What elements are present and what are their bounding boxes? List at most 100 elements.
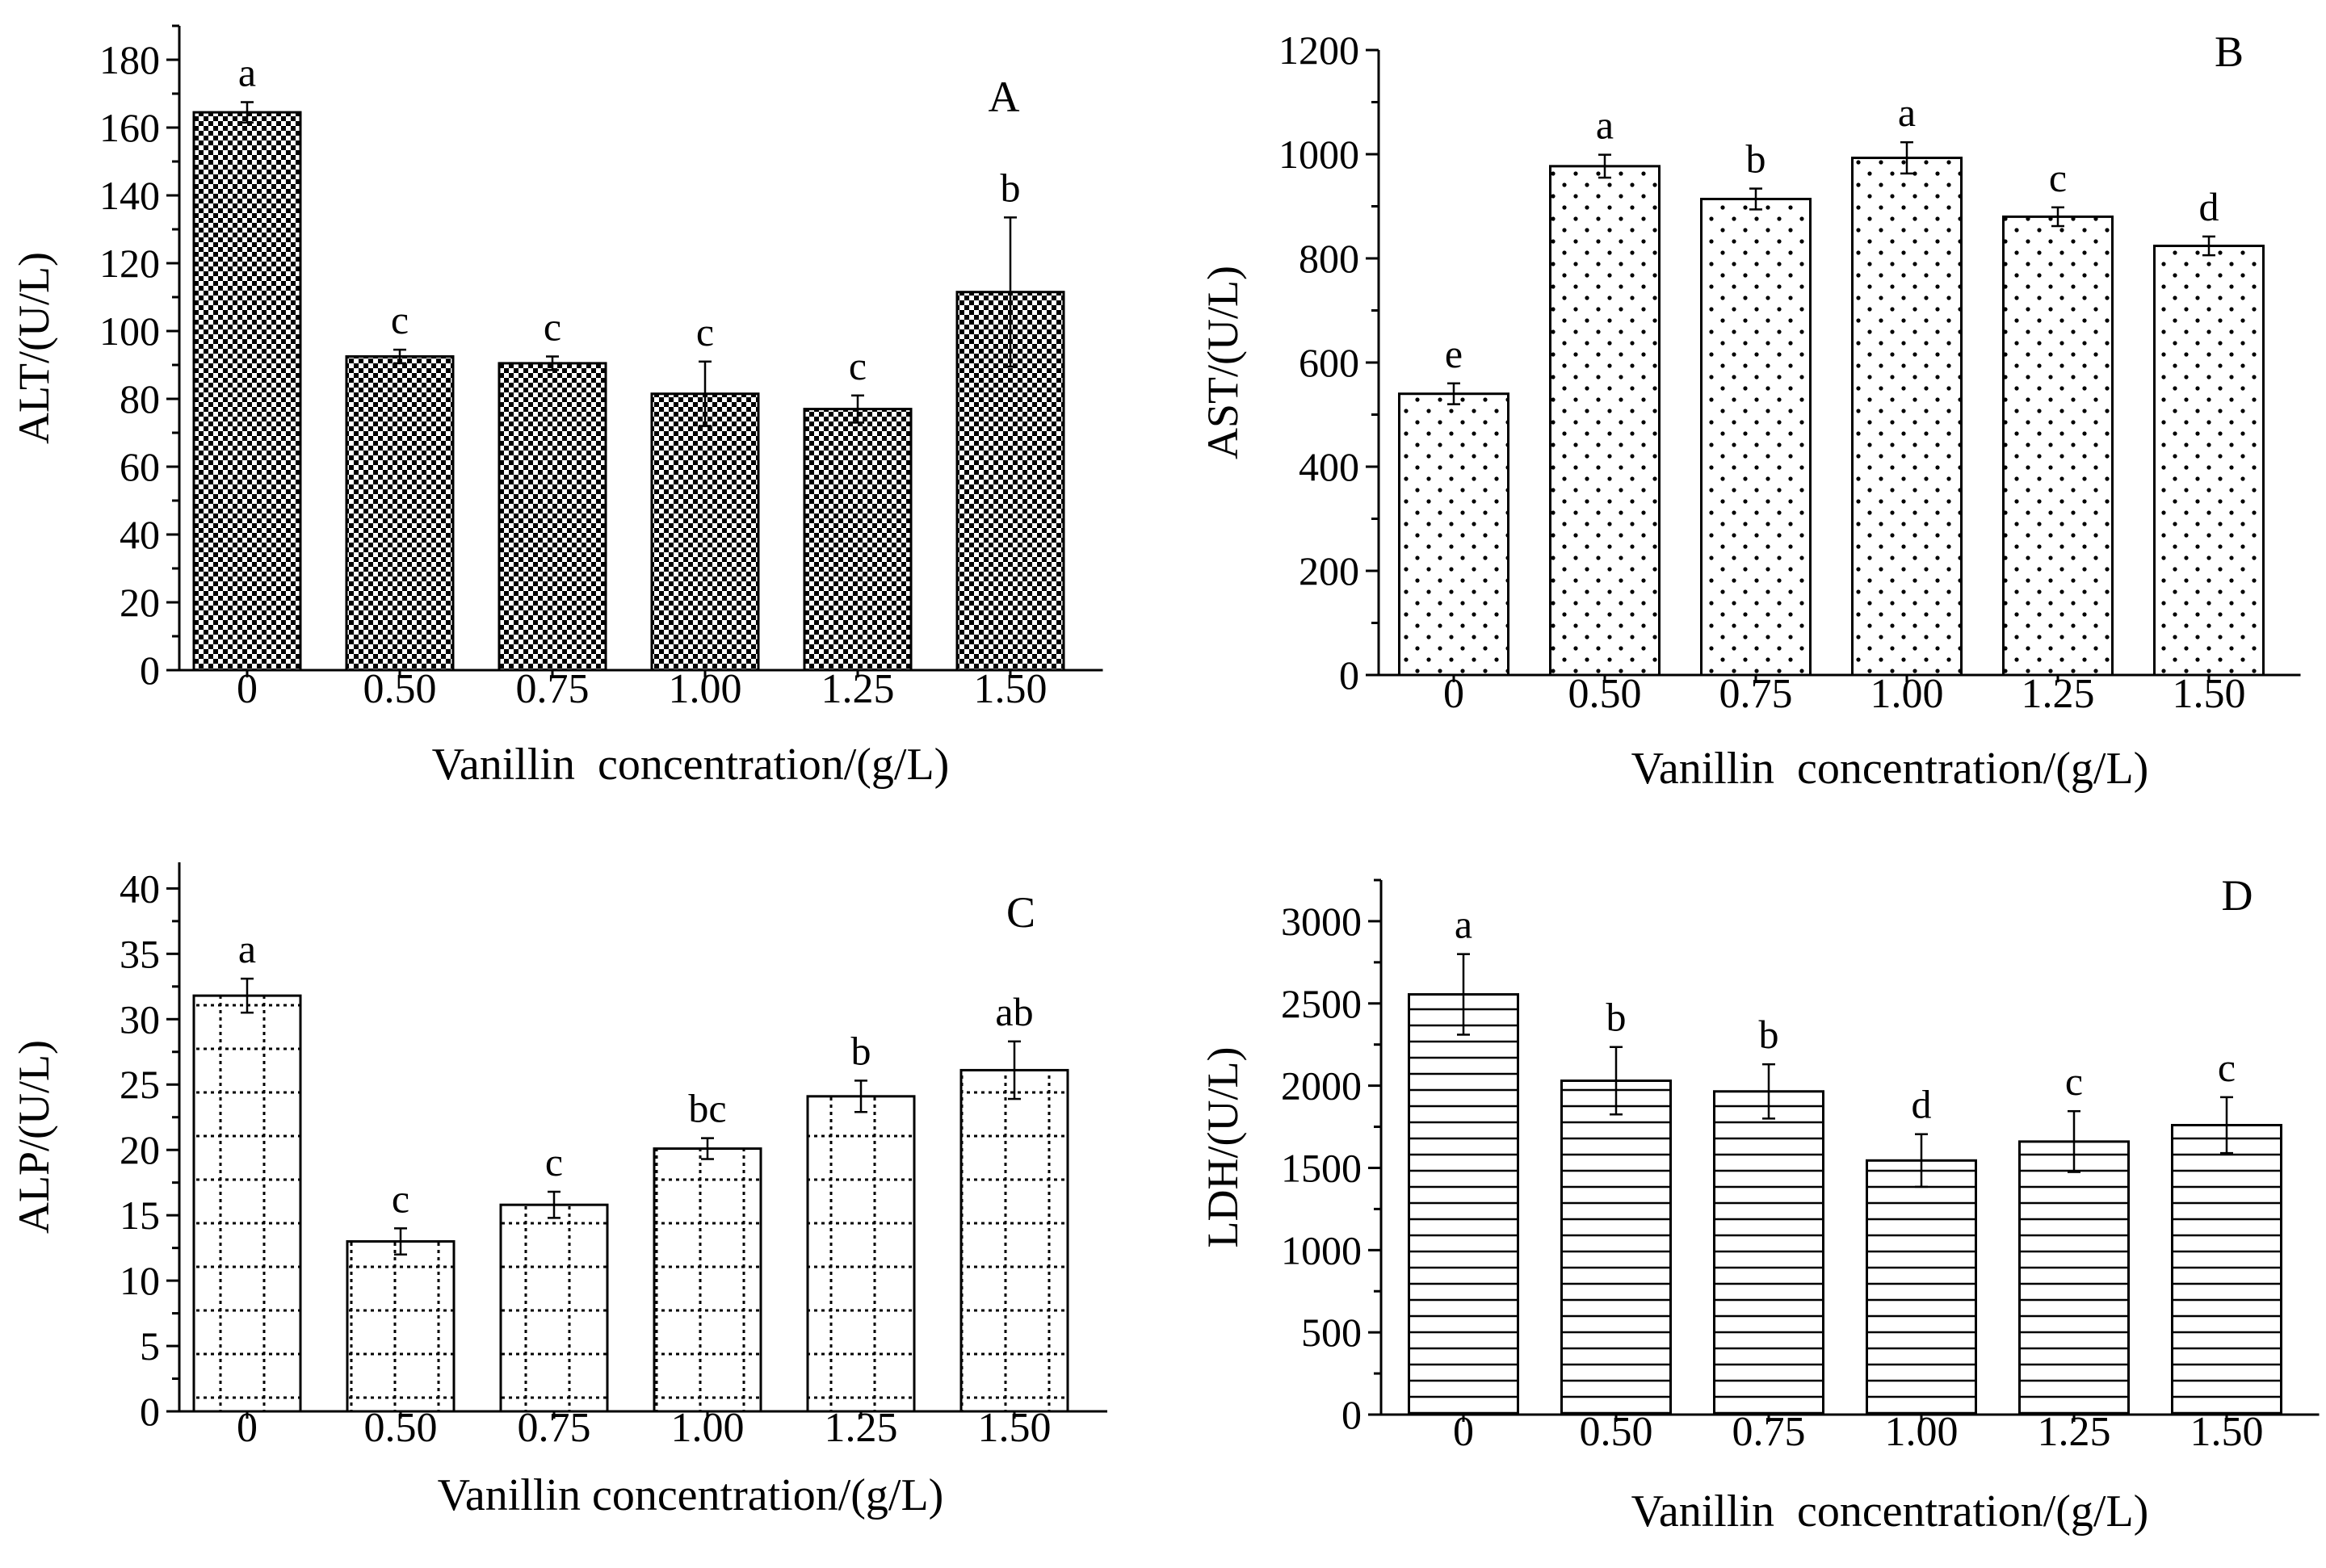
- y-tick-label: 80: [120, 376, 160, 421]
- bar: [1560, 1080, 1672, 1416]
- bar: [1700, 197, 1812, 677]
- x-tick-label: 0: [1443, 671, 1464, 717]
- y-tick-label: 30: [120, 996, 160, 1042]
- significance-letter: c: [544, 304, 561, 350]
- x-tick-label: 0: [237, 1405, 258, 1451]
- x-tick-label: 1.25: [2038, 1409, 2111, 1455]
- x-tick-label: 0.75: [518, 1405, 591, 1451]
- bar: [345, 355, 455, 672]
- y-axis-title: ALT/(U/L): [10, 252, 58, 444]
- bar: [192, 994, 302, 1413]
- x-tick-label: 1.25: [2022, 671, 2095, 717]
- y-tick-label: 1000: [1281, 1227, 1362, 1272]
- bar: [653, 1147, 762, 1413]
- bar: [1549, 165, 1661, 677]
- x-tick-label: 1.50: [974, 666, 1048, 712]
- y-tick-label: 800: [1299, 236, 1359, 281]
- significance-letter: c: [545, 1139, 563, 1184]
- significance-letter: b: [1001, 165, 1021, 210]
- y-tick-label: 200: [1299, 548, 1359, 593]
- significance-letter: c: [2049, 155, 2067, 200]
- significance-letter: a: [1455, 902, 1472, 947]
- y-tick-label: 1000: [1278, 132, 1359, 177]
- y-tick-label: 100: [99, 308, 160, 354]
- significance-letter: c: [392, 1176, 409, 1221]
- x-tick-label: 0: [237, 666, 258, 712]
- y-tick-label: 40: [120, 866, 160, 911]
- significance-letter: c: [696, 309, 714, 354]
- x-tick-label: 1.50: [2173, 671, 2246, 717]
- x-tick-label: 0.75: [1732, 1409, 1806, 1455]
- y-tick-label: 600: [1299, 340, 1359, 385]
- bar: [499, 1203, 609, 1413]
- y-tick-label: 25: [120, 1062, 160, 1107]
- panel-a: 0 20 40 60 80 100 120 140 160 180 0 0.50 0.75 1.00 1.2…: [10, 24, 1103, 790]
- x-tick-label: 0.50: [1580, 1409, 1653, 1455]
- x-tick-label: 1.50: [2190, 1409, 2264, 1455]
- y-tick-label: 5: [140, 1323, 160, 1369]
- x-axis-title: Vanillin concentration/(g/L): [432, 740, 950, 790]
- y-tick-label: 35: [120, 931, 160, 976]
- panel-label: B: [2215, 27, 2244, 76]
- y-tick-label: 20: [120, 1127, 160, 1172]
- y-tick-label: 400: [1299, 444, 1359, 489]
- y-tick-label: 160: [99, 105, 160, 150]
- significance-letter: b: [1606, 995, 1627, 1040]
- x-tick-label: 1.00: [671, 1405, 745, 1451]
- significance-letter: d: [2199, 184, 2219, 229]
- significance-letter: a: [1596, 103, 1614, 148]
- x-tick-label: 1.00: [1870, 671, 1944, 717]
- significance-letter: b: [1759, 1012, 1779, 1057]
- y-tick-label: 500: [1301, 1310, 1362, 1355]
- y-tick-label: 0: [140, 1389, 160, 1434]
- y-tick-label: 10: [120, 1258, 160, 1303]
- y-tick-label: 0: [1341, 1392, 1362, 1437]
- significance-letter: c: [849, 343, 867, 388]
- y-tick-label: 40: [120, 512, 160, 557]
- x-tick-label: 0.75: [1719, 671, 1793, 717]
- x-tick-label: 1.00: [1885, 1409, 1959, 1455]
- bar: [1408, 993, 1519, 1416]
- bar: [2171, 1124, 2282, 1416]
- y-tick-label: 180: [99, 37, 160, 82]
- y-tick-label: 0: [1339, 652, 1359, 698]
- panel-b: 0 200 400 600 800 1000 1200 0 0.50 0.75 1.00 1.25 1.…: [1199, 27, 2301, 794]
- x-tick-label: 0.75: [516, 666, 590, 712]
- bar: [959, 1068, 1069, 1413]
- y-tick-label: 1500: [1281, 1145, 1362, 1190]
- y-tick-label: 3000: [1281, 899, 1362, 944]
- y-tick-label: 0: [140, 648, 160, 693]
- y-axis-title: LDH/(U/L): [1199, 1047, 1247, 1248]
- significance-letter: b: [1746, 136, 1766, 182]
- x-tick-label: 0: [1453, 1409, 1474, 1455]
- x-axis-title: Vanillin concentration/(g/L): [1631, 1486, 2149, 1537]
- significance-letter: a: [238, 926, 256, 971]
- panel-label: C: [1006, 888, 1035, 937]
- y-tick-label: 15: [120, 1193, 160, 1238]
- x-axis-title: Vanillin concentration/(g/L): [1631, 744, 2149, 794]
- bar: [2002, 215, 2114, 677]
- bar: [1398, 392, 1509, 677]
- bar: [346, 1240, 456, 1413]
- bar: [1866, 1159, 1977, 1416]
- y-tick-label: 140: [99, 173, 160, 218]
- y-tick-label: 2500: [1281, 981, 1362, 1026]
- y-tick-label: 60: [120, 444, 160, 489]
- x-tick-label: 0.50: [1568, 671, 1642, 717]
- panel-label: D: [2222, 871, 2253, 920]
- panel-label: A: [989, 73, 1020, 121]
- bar: [498, 362, 607, 672]
- significance-letter: b: [851, 1028, 871, 1073]
- bar: [1851, 157, 1963, 677]
- significance-letter: a: [238, 50, 256, 95]
- significance-letter: a: [1898, 90, 1916, 135]
- bar: [2153, 245, 2265, 677]
- bar: [1713, 1090, 1824, 1416]
- significance-letter: c: [2065, 1059, 2083, 1104]
- significance-letter: c: [391, 297, 409, 342]
- x-tick-label: 1.25: [821, 666, 895, 712]
- y-axis-title: ALP/(U/L): [10, 1040, 58, 1234]
- y-tick-label: 2000: [1281, 1063, 1362, 1109]
